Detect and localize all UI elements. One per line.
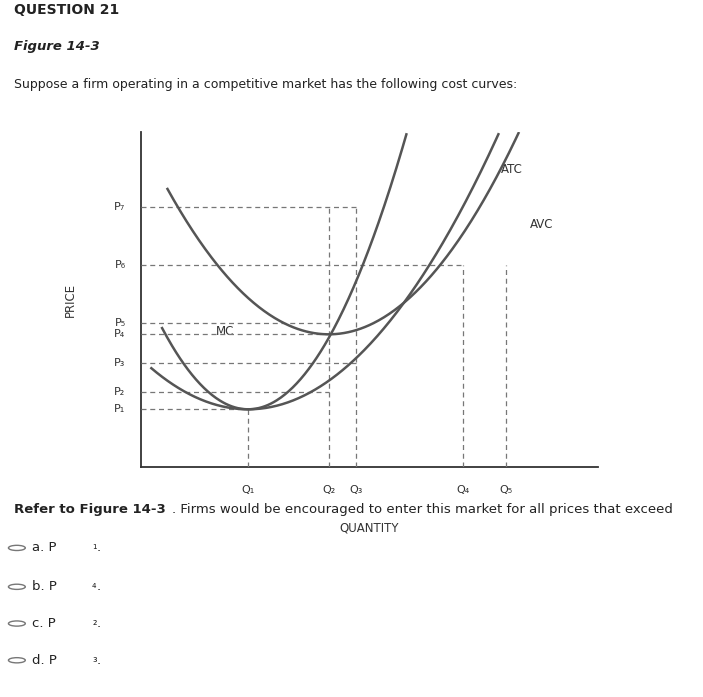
Text: Suppose a firm operating in a competitive market has the following cost curves:: Suppose a firm operating in a competitiv…: [14, 78, 517, 91]
Text: .: .: [97, 581, 101, 593]
Text: Q₃: Q₃: [349, 485, 362, 496]
Text: P₇: P₇: [115, 202, 126, 213]
Text: P₂: P₂: [115, 387, 126, 397]
Text: Q₄: Q₄: [456, 485, 470, 496]
Text: ₂: ₂: [92, 617, 96, 627]
Text: .: .: [97, 654, 101, 667]
Text: .: .: [97, 542, 101, 554]
Text: Q₁: Q₁: [242, 485, 254, 496]
Text: ATC: ATC: [501, 162, 522, 176]
Text: AVC: AVC: [530, 218, 554, 231]
Text: P₃: P₃: [114, 358, 126, 368]
Text: QUANTITY: QUANTITY: [340, 522, 399, 535]
Text: Refer to Figure 14-3: Refer to Figure 14-3: [14, 503, 166, 516]
Text: ₁: ₁: [92, 541, 96, 551]
Text: P₄: P₄: [115, 329, 126, 339]
Text: P₁: P₁: [115, 404, 126, 414]
Text: c. P: c. P: [32, 617, 56, 630]
Text: d. P: d. P: [32, 654, 57, 667]
Text: ₃: ₃: [92, 654, 97, 664]
Text: ₄: ₄: [92, 580, 96, 590]
Text: P₆: P₆: [115, 260, 126, 270]
Text: MC: MC: [216, 325, 234, 338]
Text: .: .: [97, 617, 101, 630]
Text: Q₅: Q₅: [500, 485, 512, 496]
Text: QUESTION 21: QUESTION 21: [14, 3, 120, 17]
Text: b. P: b. P: [32, 581, 57, 593]
Text: Figure 14-3: Figure 14-3: [14, 40, 100, 53]
Text: P₅: P₅: [115, 318, 126, 328]
Text: . Firms would be encouraged to enter this market for all prices that exceed: . Firms would be encouraged to enter thi…: [172, 503, 673, 516]
Text: PRICE: PRICE: [64, 283, 77, 316]
Text: a. P: a. P: [32, 542, 57, 554]
Text: Q₂: Q₂: [322, 485, 335, 496]
